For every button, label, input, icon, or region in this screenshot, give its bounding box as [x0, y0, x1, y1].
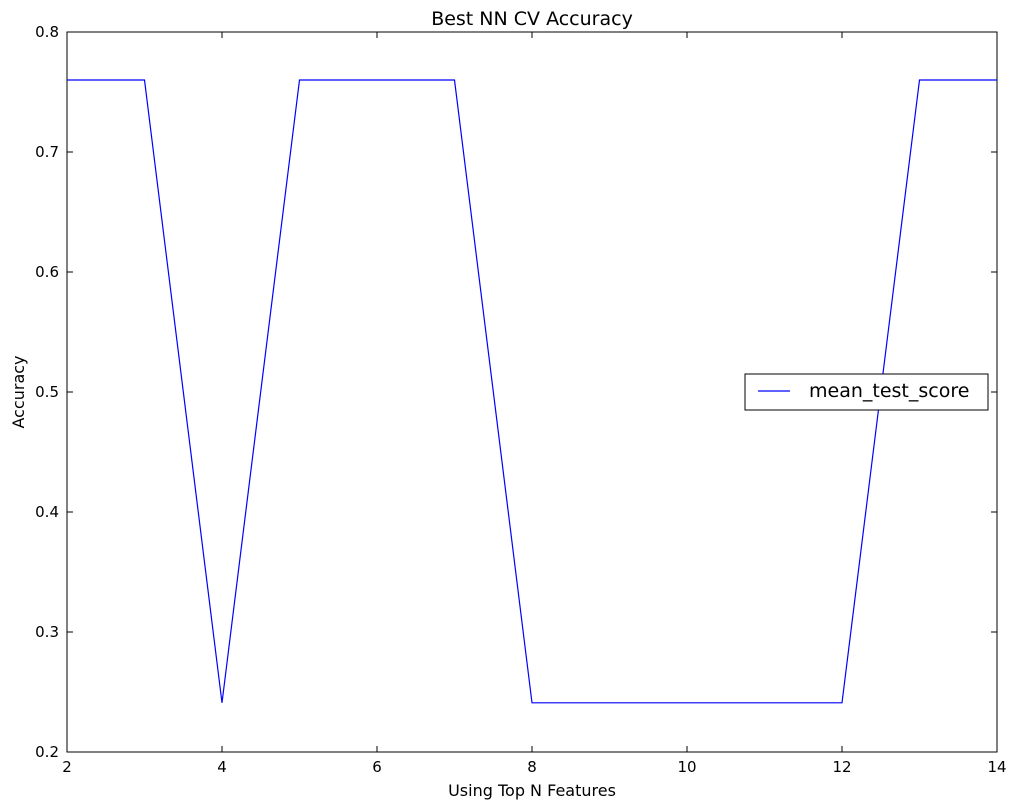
- y-tick-label: 0.4: [35, 503, 59, 521]
- x-tick-label: 14: [987, 758, 1006, 776]
- chart-title: Best NN CV Accuracy: [431, 8, 633, 30]
- series-line-mean-test-score: [67, 79, 997, 704]
- y-tick-label: 0.5: [35, 383, 59, 401]
- y-tick-label: 0.3: [35, 623, 59, 641]
- tick-layer: 2 4 6 8 10 12 14 0.2 0.3 0.4 0.5 0.6 0.7 0.8: [35, 23, 1006, 776]
- series-layer: [67, 79, 997, 704]
- x-tick-label: 6: [372, 758, 382, 776]
- legend-label-mean-test-score: mean_test_score: [809, 380, 969, 402]
- y-tick-label: 0.6: [35, 263, 59, 281]
- x-axis-title: Using Top N Features: [448, 781, 616, 800]
- x-tick-label: 10: [677, 758, 696, 776]
- x-tick-label: 8: [527, 758, 537, 776]
- legend-frame: [744, 373, 989, 411]
- x-tick-label: 2: [62, 758, 72, 776]
- x-tick-label: 12: [832, 758, 851, 776]
- x-tick-label: 4: [217, 758, 227, 776]
- y-tick-label: 0.7: [35, 143, 59, 161]
- legend: mean_test_score: [744, 373, 989, 411]
- y-tick-label: 0.8: [35, 23, 59, 41]
- y-tick-label: 0.2: [35, 743, 59, 761]
- y-axis-title: Accuracy: [9, 355, 28, 428]
